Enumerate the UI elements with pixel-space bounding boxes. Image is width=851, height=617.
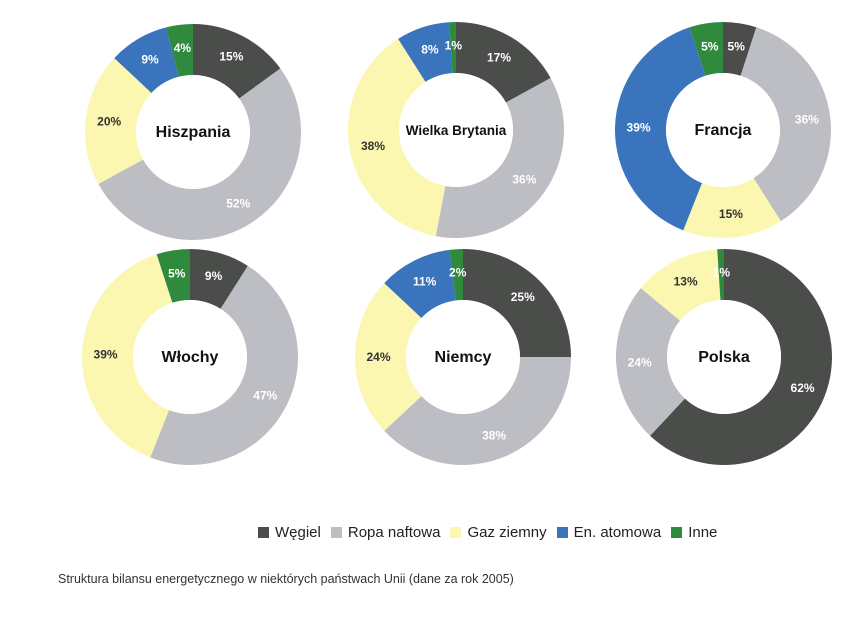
legend-item-wegiel: Węgiel	[258, 524, 321, 541]
slice-wlochy-ropa-naftowa	[150, 265, 298, 465]
data-label-wielka-brytania-gaz-ziemny: 38%	[361, 139, 385, 153]
slice-francja-gaz-ziemny	[683, 178, 781, 239]
data-label-niemcy-ropa-naftowa: 38%	[482, 429, 506, 443]
donut-polska: 62% 24% 13% 1% Polska	[616, 249, 833, 465]
legend-swatch-inne	[671, 527, 683, 538]
donut-hole-wlochy	[133, 300, 247, 414]
slice-wlochy-wegiel	[190, 249, 248, 309]
data-label-polska-gaz-ziemny: 13%	[674, 275, 698, 289]
data-label-niemcy-inne: 2%	[449, 266, 467, 280]
legend-item-en-atomowa: En. atomowa	[556, 524, 662, 541]
legend-swatch-gaz-ziemny	[450, 527, 462, 538]
data-label-wlochy-inne: 5%	[168, 267, 186, 281]
slice-wielka-brytania-en-atomowa	[398, 22, 453, 82]
data-label-wielka-brytania-wegiel: 17%	[487, 50, 511, 64]
country-label-francja: Francja	[695, 122, 752, 139]
donut-hole-niemcy	[406, 300, 520, 414]
data-label-francja-inne: 5%	[701, 40, 719, 54]
slice-wielka-brytania-wegiel	[456, 22, 551, 103]
data-label-hiszpania-wegiel: 15%	[219, 50, 243, 64]
slice-niemcy-ropa-naftowa	[384, 357, 571, 465]
country-label-wielka-brytania: Wielka Brytania	[406, 123, 507, 138]
slice-wielka-brytania-gaz-ziemny	[347, 38, 446, 237]
slice-niemcy-en-atomowa	[384, 249, 456, 318]
data-label-francja-en-atomowa: 39%	[627, 120, 651, 134]
data-label-wlochy-ropa-naftowa: 47%	[253, 388, 277, 402]
legend-label-en-atomowa: En. atomowa	[573, 524, 662, 541]
slice-francja-en-atomowa	[615, 27, 706, 231]
slice-polska-ropa-naftowa	[616, 288, 685, 436]
country-label-hiszpania: Hiszpania	[156, 124, 231, 141]
data-label-wlochy-wegiel: 9%	[205, 269, 223, 283]
slice-hiszpania-gaz-ziemny	[85, 58, 152, 185]
legend-label-wegiel: Węgiel	[275, 524, 321, 541]
donut-hole-wielka-brytania	[399, 73, 513, 187]
slice-hiszpania-en-atomowa	[114, 27, 179, 93]
slice-polska-wegiel	[650, 249, 833, 465]
slice-niemcy-wegiel	[463, 249, 571, 357]
country-label-niemcy: Niemcy	[435, 349, 492, 366]
data-label-niemcy-wegiel: 25%	[511, 290, 535, 304]
slice-niemcy-inne	[449, 249, 463, 301]
slice-wielka-brytania-ropa-naftowa	[435, 77, 564, 238]
slice-wielka-brytania-inne	[449, 22, 456, 74]
slice-francja-wegiel	[723, 22, 757, 76]
slice-polska-inne	[717, 249, 724, 301]
legend-swatch-ropa-naftowa	[330, 527, 342, 538]
slice-hiszpania-inne	[166, 24, 193, 77]
legend-swatch-en-atomowa	[556, 527, 568, 538]
data-label-hiszpania-en-atomowa: 9%	[141, 52, 159, 66]
data-label-francja-gaz-ziemny: 15%	[719, 207, 743, 221]
donut-hiszpania: 15% 52% 20% 9% 4% Hiszpania	[85, 24, 301, 240]
donut-hole-polska	[667, 300, 781, 414]
legend-label-ropa-naftowa: Ropa naftowa	[347, 524, 441, 541]
data-label-hiszpania-inne: 4%	[174, 41, 192, 55]
data-label-polska-ropa-naftowa: 24%	[628, 355, 652, 369]
slice-hiszpania-ropa-naftowa	[98, 68, 301, 240]
donut-wielka-brytania: 17% 36% 38% 8% 1% Wielka Brytania	[347, 22, 564, 238]
data-label-wielka-brytania-inne: 1%	[445, 39, 463, 53]
slice-polska-gaz-ziemny	[640, 249, 721, 321]
data-label-polska-wegiel: 62%	[791, 381, 815, 395]
data-label-wielka-brytania-en-atomowa: 8%	[421, 43, 439, 57]
legend-label-gaz-ziemny: Gaz ziemny	[467, 524, 547, 541]
figure-caption: Struktura bilansu energetycznego w niekt…	[58, 572, 514, 586]
slice-niemcy-gaz-ziemny	[355, 283, 422, 431]
data-label-hiszpania-gaz-ziemny: 20%	[97, 114, 121, 128]
data-label-hiszpania-ropa-naftowa: 52%	[226, 196, 250, 210]
legend-item-gaz-ziemny: Gaz ziemny	[450, 524, 547, 541]
legend-item-inne: Inne	[671, 524, 717, 541]
data-label-francja-wegiel: 5%	[728, 40, 746, 54]
donut-niemcy: 25% 38% 24% 11% 2% Niemcy	[355, 249, 571, 465]
slice-hiszpania-wegiel	[193, 24, 281, 99]
legend-item-ropa-naftowa: Ropa naftowa	[330, 524, 441, 541]
country-label-wlochy: Włochy	[162, 349, 219, 366]
donut-hole-francja	[666, 73, 780, 187]
slice-francja-inne	[689, 22, 723, 76]
donut-francja: 5% 36% 15% 39% 5% Francja	[615, 22, 831, 239]
country-label-polska: Polska	[698, 349, 750, 366]
legend-swatch-wegiel	[258, 527, 269, 538]
data-label-polska-inne: 1%	[713, 266, 731, 280]
donut-hole-hiszpania	[136, 75, 250, 189]
donut-wlochy: 9% 47% 39% 5% Włochy	[82, 249, 298, 465]
data-label-wielka-brytania-ropa-naftowa: 36%	[512, 173, 536, 187]
slice-wlochy-inne	[156, 249, 190, 303]
data-label-francja-ropa-naftowa: 36%	[795, 112, 819, 126]
slice-wlochy-gaz-ziemny	[82, 254, 173, 458]
chart-legend: Węgiel Ropa naftowa Gaz ziemny En. atomo…	[258, 524, 717, 541]
legend-label-inne: Inne	[688, 524, 718, 541]
data-label-wlochy-gaz-ziemny: 39%	[94, 347, 118, 361]
data-label-niemcy-gaz-ziemny: 24%	[366, 350, 390, 364]
data-label-niemcy-en-atomowa: 11%	[413, 275, 437, 289]
slice-francja-ropa-naftowa	[740, 27, 831, 222]
